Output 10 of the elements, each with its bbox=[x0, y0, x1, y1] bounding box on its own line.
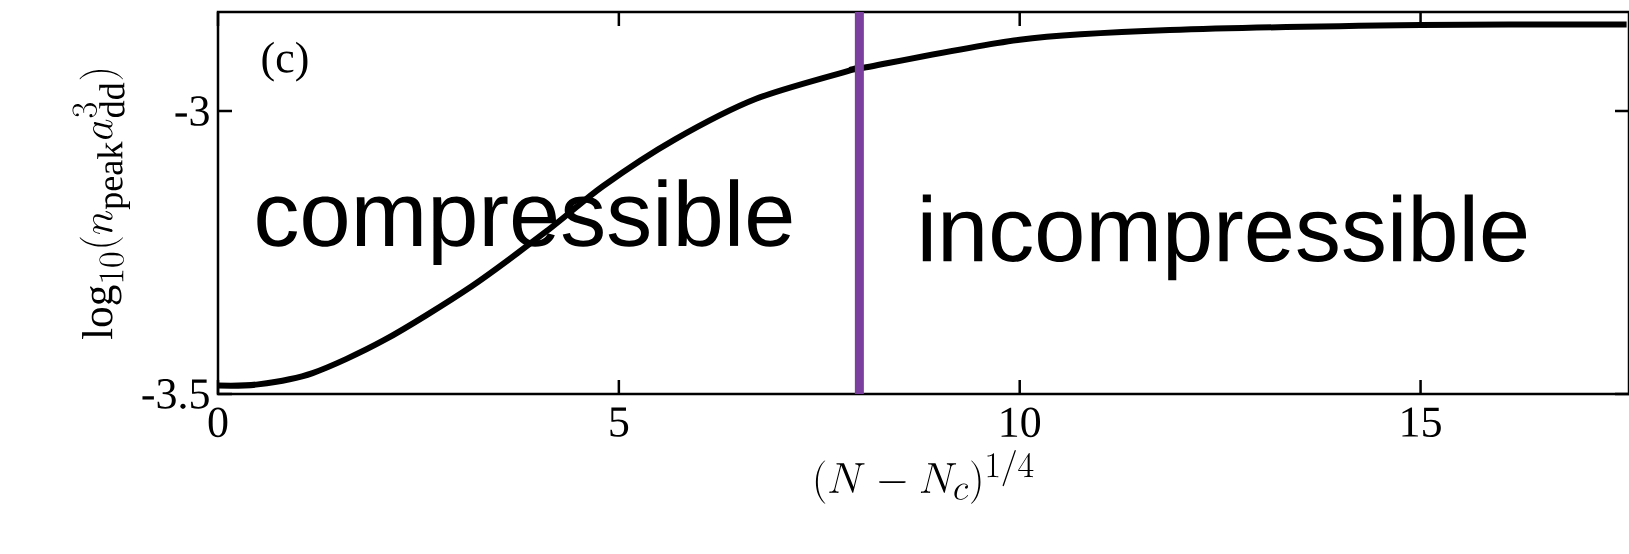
y-axis-title: $\log_{10}(n_{\mathrm{peak}}a_{\mathrm{dd}}^3)$ bbox=[72, 69, 130, 340]
x-axis-title: $(N-N_c)^{1/4}$ bbox=[815, 450, 1034, 504]
x-tick-label: 10 bbox=[1001, 407, 1041, 438]
annotation: (c) bbox=[262, 41, 308, 82]
annotation: incompressible bbox=[922, 194, 1527, 281]
x-tick-label: 0 bbox=[208, 407, 228, 438]
x-tick-label: 5 bbox=[610, 407, 629, 437]
y-tick-label: -3.5 bbox=[142, 379, 209, 409]
y-tick-label: -3 bbox=[175, 96, 209, 126]
x-tick-label: 15 bbox=[1402, 407, 1441, 437]
